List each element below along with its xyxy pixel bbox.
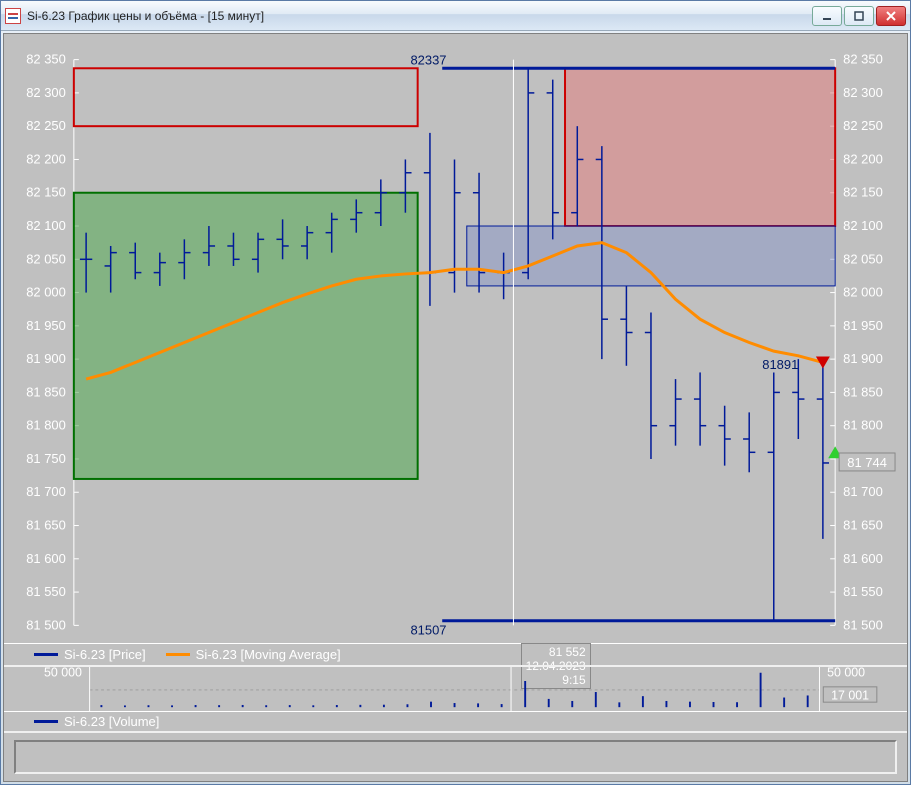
window-title: Si-6.23 График цены и объёма - [15 минут… — [27, 9, 812, 23]
svg-text:82 000: 82 000 — [843, 285, 883, 300]
legend-volume: Si-6.23 [Volume] — [34, 714, 159, 729]
svg-text:82 250: 82 250 — [843, 118, 883, 133]
svg-text:82 050: 82 050 — [843, 251, 883, 266]
svg-text:81 850: 81 850 — [843, 384, 883, 399]
svg-text:81 500: 81 500 — [843, 617, 883, 632]
svg-text:81 550: 81 550 — [843, 584, 883, 599]
bottom-input[interactable] — [14, 740, 897, 774]
close-button[interactable] — [876, 6, 906, 26]
svg-text:81 800: 81 800 — [843, 418, 883, 433]
svg-text:82 100: 82 100 — [26, 218, 66, 233]
svg-text:17 001: 17 001 — [831, 688, 869, 702]
svg-text:82 250: 82 250 — [26, 118, 66, 133]
svg-text:81 600: 81 600 — [843, 551, 883, 566]
volume-chart[interactable]: 50 000 50 000 17 001 — [4, 665, 907, 711]
legend-ma-label: Si-6.23 [Moving Average] — [196, 647, 341, 662]
svg-text:81 900: 81 900 — [843, 351, 883, 366]
svg-text:82 300: 82 300 — [26, 85, 66, 100]
svg-text:81891: 81891 — [762, 357, 798, 372]
svg-text:81 500: 81 500 — [26, 617, 66, 632]
svg-text:81507: 81507 — [410, 623, 446, 638]
svg-text:81 950: 81 950 — [26, 318, 66, 333]
svg-text:82 350: 82 350 — [26, 52, 66, 67]
svg-text:81 650: 81 650 — [26, 518, 66, 533]
svg-text:82 200: 82 200 — [26, 151, 66, 166]
svg-text:81 650: 81 650 — [843, 518, 883, 533]
svg-text:82 100: 82 100 — [843, 218, 883, 233]
svg-text:82 150: 82 150 — [26, 185, 66, 200]
svg-text:81 744: 81 744 — [847, 455, 887, 470]
app-icon — [5, 8, 21, 24]
price-legend: Si-6.23 [Price] Si-6.23 [Moving Average] — [4, 643, 907, 665]
app-window: Si-6.23 График цены и объёма - [15 минут… — [0, 0, 911, 785]
svg-text:81 900: 81 900 — [26, 351, 66, 366]
svg-text:82 000: 82 000 — [26, 285, 66, 300]
legend-price-label: Si-6.23 [Price] — [64, 647, 146, 662]
svg-text:82337: 82337 — [410, 52, 446, 67]
svg-text:81 850: 81 850 — [26, 384, 66, 399]
price-chart[interactable]: 81 500 81 500 81 550 81 550 81 600 81 600 81 6… — [4, 34, 907, 643]
titlebar[interactable]: Si-6.23 График цены и объёма - [15 минут… — [1, 1, 910, 31]
svg-text:81 600: 81 600 — [26, 551, 66, 566]
maximize-button[interactable] — [844, 6, 874, 26]
svg-text:82 150: 82 150 — [843, 185, 883, 200]
svg-text:50 000: 50 000 — [827, 667, 865, 680]
svg-text:81 700: 81 700 — [843, 484, 883, 499]
minimize-button[interactable] — [812, 6, 842, 26]
svg-text:82 200: 82 200 — [843, 151, 883, 166]
svg-text:81 950: 81 950 — [843, 318, 883, 333]
svg-text:82 300: 82 300 — [843, 85, 883, 100]
legend-price: Si-6.23 [Price] — [34, 647, 146, 662]
svg-text:50 000: 50 000 — [44, 667, 82, 680]
svg-text:81 750: 81 750 — [26, 451, 66, 466]
client-area: 81 500 81 500 81 550 81 550 81 600 81 600 81 6… — [3, 33, 908, 782]
bottom-panel — [4, 731, 907, 781]
svg-text:81 550: 81 550 — [26, 584, 66, 599]
volume-legend: Si-6.23 [Volume] — [4, 711, 907, 731]
svg-text:82 350: 82 350 — [843, 52, 883, 67]
svg-text:81 700: 81 700 — [26, 484, 66, 499]
svg-text:81 800: 81 800 — [26, 418, 66, 433]
svg-text:82 050: 82 050 — [26, 251, 66, 266]
legend-volume-label: Si-6.23 [Volume] — [64, 714, 159, 729]
legend-ma: Si-6.23 [Moving Average] — [166, 647, 341, 662]
